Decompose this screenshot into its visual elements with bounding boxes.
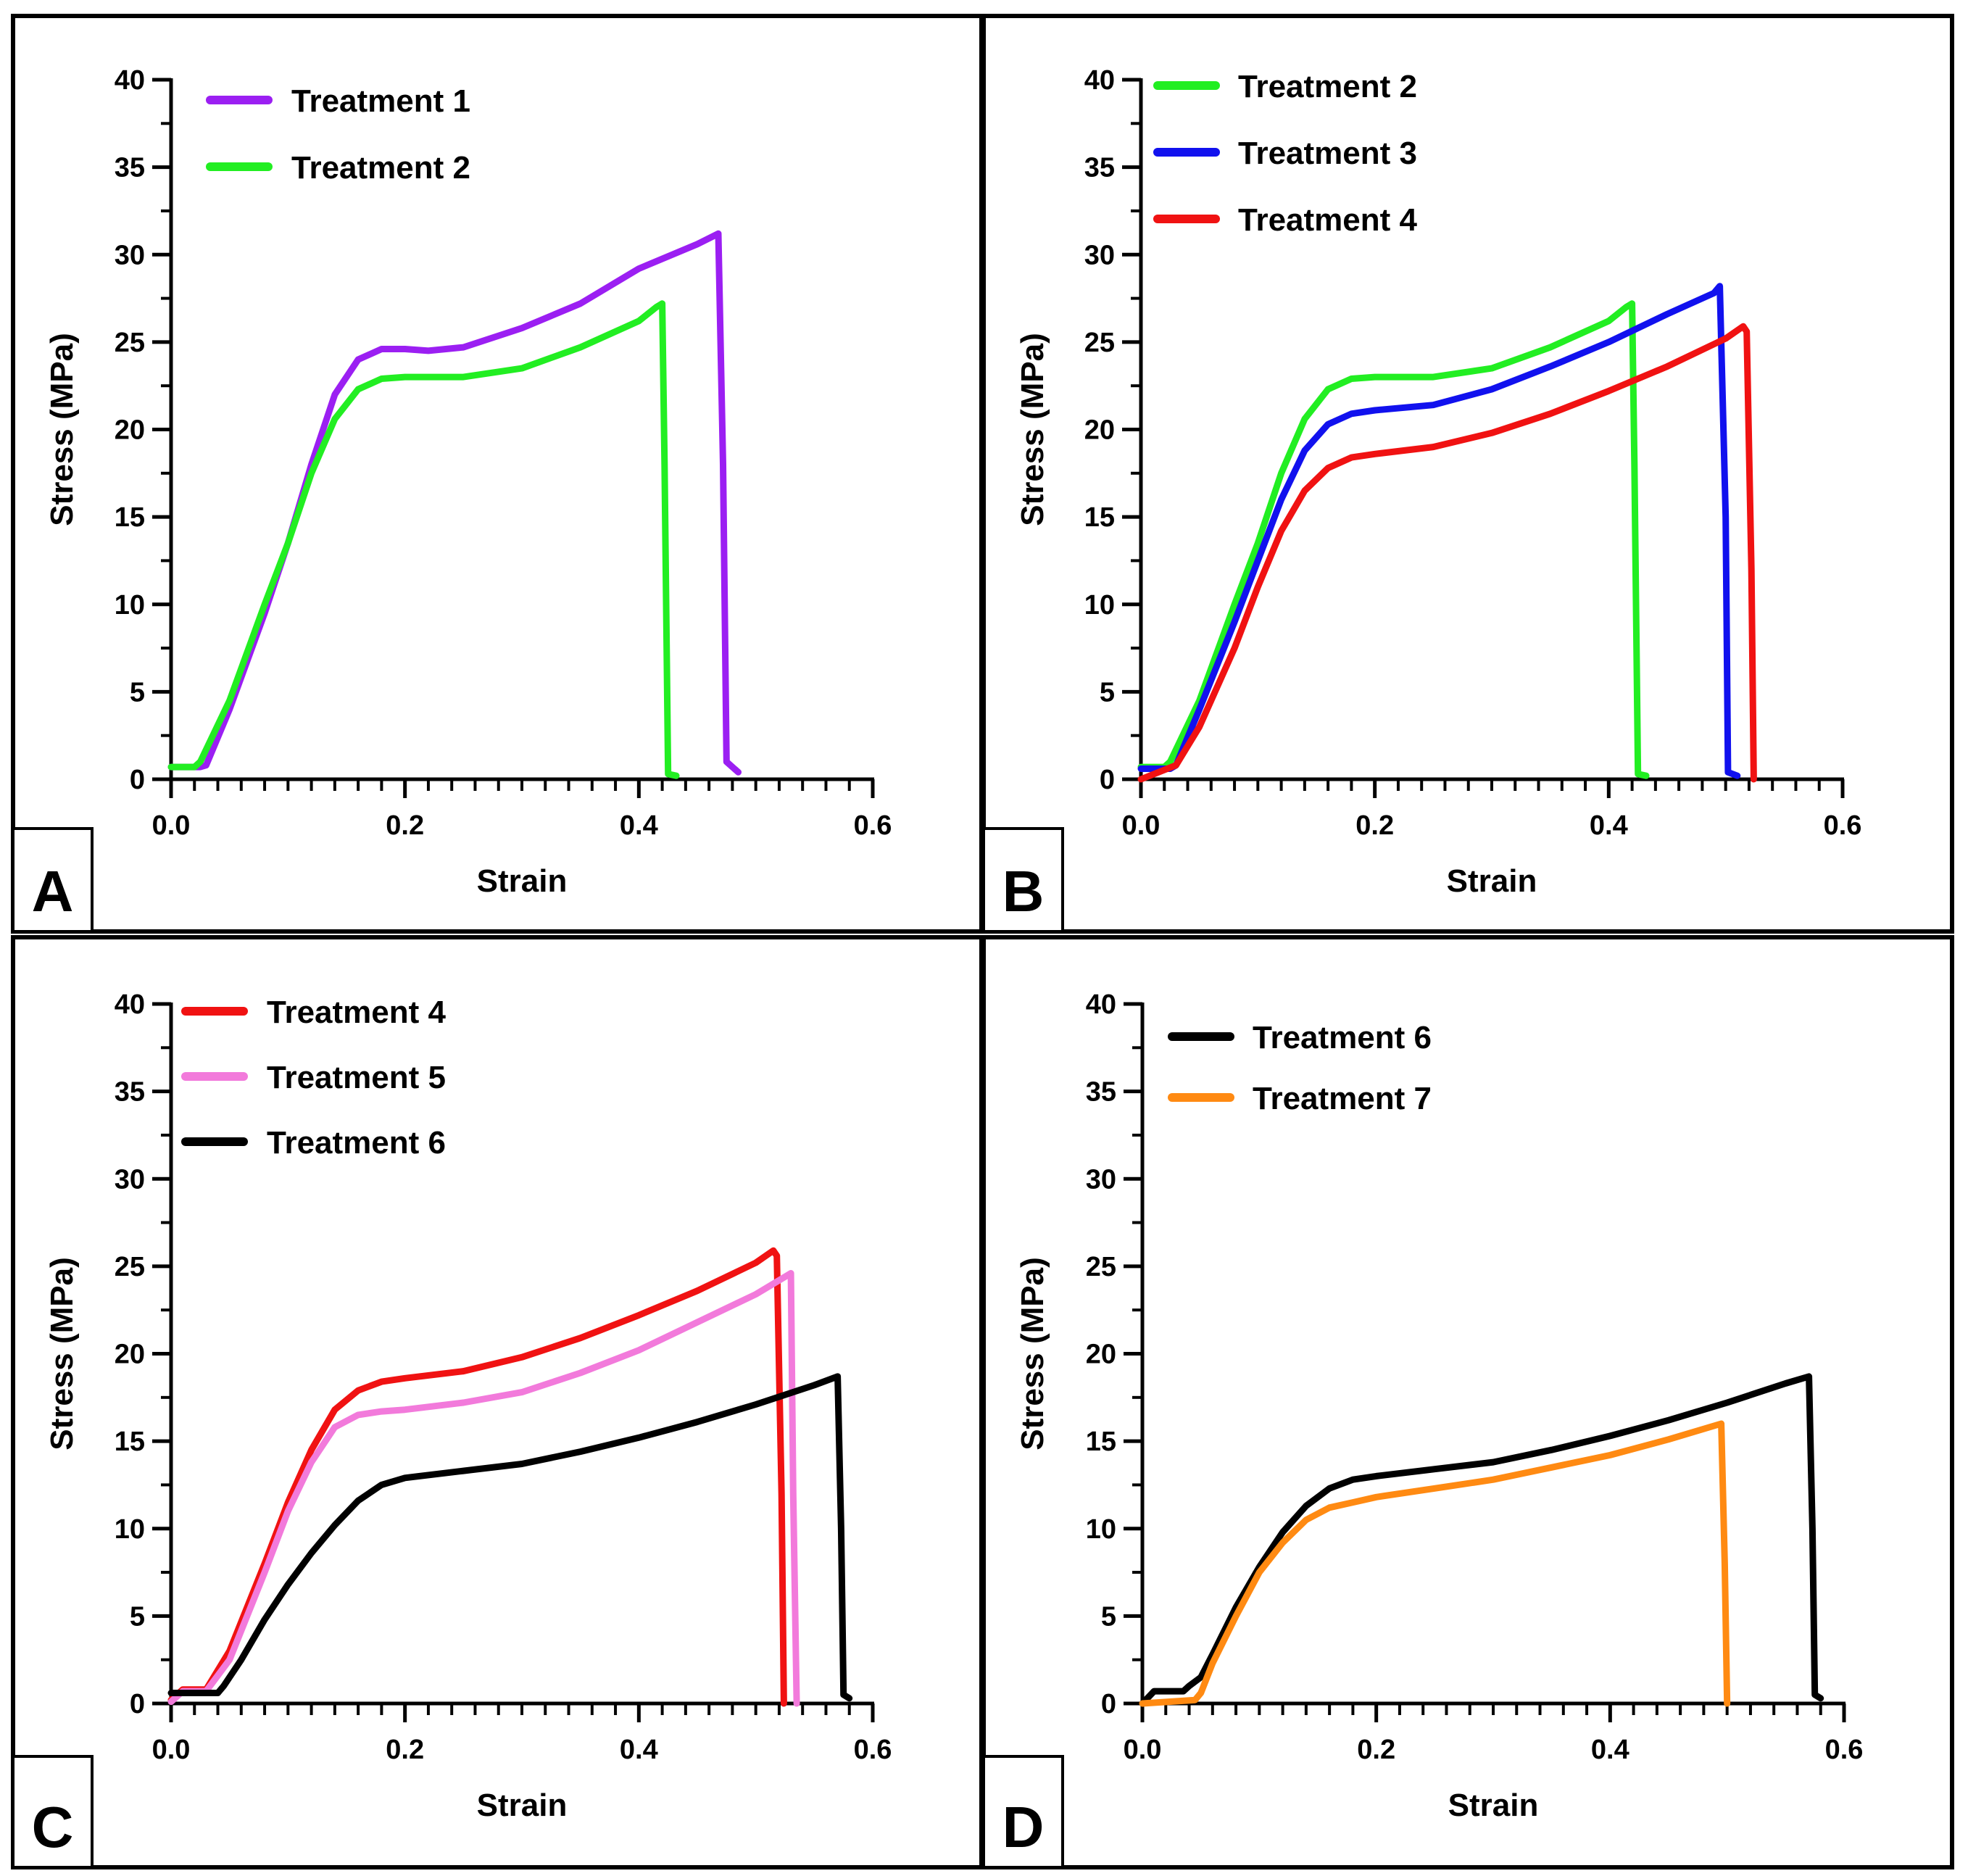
y-tick-label: 30 <box>115 240 145 270</box>
panel-letter-b: B <box>1002 859 1045 924</box>
y-tick-label: 35 <box>115 153 145 183</box>
y-tick-label: 15 <box>1084 502 1115 533</box>
y-tick-label: 5 <box>1101 1601 1116 1632</box>
x-tick-label: 0.0 <box>1122 810 1161 841</box>
x-tick-label: 0.6 <box>854 1735 892 1765</box>
y-tick-label: 0 <box>1101 1689 1116 1719</box>
x-tick-label: 0.2 <box>1357 1735 1395 1765</box>
x-tick-label: 0.6 <box>1824 810 1862 841</box>
x-tick-label: 0.0 <box>1124 1735 1162 1765</box>
y-tick-label: 10 <box>115 1514 145 1545</box>
y-tick-label: 20 <box>1084 415 1115 446</box>
x-axis-title: Strain <box>1447 863 1537 899</box>
x-axis-title: Strain <box>1448 1788 1539 1823</box>
legend-label-treatment-4: Treatment 4 <box>1238 202 1418 238</box>
y-tick-label: 20 <box>115 415 145 446</box>
panel-b-frame <box>981 14 1954 934</box>
y-tick-label: 35 <box>115 1077 145 1108</box>
legend-label-treatment-5: Treatment 5 <box>267 1060 446 1095</box>
panel-b: 0 5 10 15 20 25 30 35 40 0.0 0.2 0.4 0.6 Strain Stress… <box>981 14 1954 934</box>
y-tick-label: 30 <box>1084 240 1115 270</box>
x-tick-label: 0.2 <box>386 810 424 841</box>
legend-label-treatment-3: Treatment 3 <box>1238 136 1417 171</box>
panel-a: 0 5 10 15 20 25 30 35 40 0.0 0.2 0.4 0.6 Strain Stress… <box>11 14 984 934</box>
y-axis-title: Stress (MPa) <box>1015 333 1050 526</box>
series-line-treatment-4 <box>167 1247 787 1707</box>
x-tick-label: 0.0 <box>152 810 191 841</box>
x-tick-label: 0.6 <box>1825 1735 1864 1765</box>
y-tick-label: 30 <box>1086 1164 1116 1195</box>
y-tick-label: 5 <box>130 677 145 707</box>
y-tick-label: 40 <box>115 989 145 1020</box>
y-tick-label: 15 <box>115 502 145 533</box>
y-tick-label: 15 <box>115 1427 145 1457</box>
legend-label-treatment-6: Treatment 6 <box>267 1125 446 1161</box>
series-line-treatment-2 <box>167 300 680 779</box>
legend-label-treatment-6: Treatment 6 <box>1253 1020 1432 1055</box>
series-line-treatment-7 <box>1139 1420 1731 1707</box>
panel-d: 0 5 10 15 20 25 30 35 40 0.0 0.2 0.4 0.6 Strain Stress… <box>981 935 1954 1869</box>
panel-letter-box <box>12 1755 94 1869</box>
y-axis-title: Stress (MPa) <box>1015 1257 1050 1450</box>
x-axis-title: Strain <box>477 1788 568 1823</box>
panel-letter-box <box>982 827 1064 933</box>
x-tick-label: 0.4 <box>1590 810 1628 841</box>
y-tick-label: 35 <box>1086 1077 1116 1108</box>
x-tick-label: 0.2 <box>1355 810 1394 841</box>
y-tick-label: 5 <box>1100 677 1115 707</box>
y-tick-label: 25 <box>1086 1252 1116 1282</box>
y-tick-label: 20 <box>115 1340 145 1370</box>
y-tick-label: 35 <box>1084 153 1115 183</box>
legend-label-treatment-7: Treatment 7 <box>1253 1081 1432 1116</box>
x-tick-label: 0.4 <box>620 810 658 841</box>
panel-letter-d: D <box>1002 1795 1045 1859</box>
y-axis-title: Stress (MPa) <box>44 333 80 526</box>
y-tick-label: 0 <box>130 765 145 795</box>
x-axis-title: Strain <box>477 863 568 899</box>
y-tick-label: 10 <box>1084 590 1115 621</box>
x-tick-label: 0.4 <box>620 1735 658 1765</box>
y-tick-label: 0 <box>130 1689 145 1719</box>
series-line-treatment-6 <box>167 1373 853 1702</box>
x-tick-label: 0.0 <box>152 1735 191 1765</box>
y-tick-label: 30 <box>115 1164 145 1195</box>
x-tick-label: 0.2 <box>386 1735 424 1765</box>
y-tick-label: 20 <box>1086 1340 1116 1370</box>
series-line-treatment-5 <box>167 1270 800 1707</box>
panel-letter-c: C <box>32 1795 74 1859</box>
y-tick-label: 0 <box>1100 765 1115 795</box>
panel-d-frame <box>981 935 1954 1869</box>
x-tick-label: 0.6 <box>854 810 892 841</box>
panel-letter-box <box>12 827 94 933</box>
y-tick-label: 40 <box>115 65 145 96</box>
y-tick-label: 40 <box>1086 989 1116 1020</box>
legend-label-treatment-2: Treatment 2 <box>291 150 470 186</box>
panel-letter-box <box>982 1755 1064 1869</box>
y-tick-label: 40 <box>1084 65 1115 96</box>
y-tick-label: 10 <box>115 590 145 621</box>
series-line-treatment-4 <box>1137 323 1757 783</box>
series-line-treatment-2 <box>1137 300 1650 779</box>
y-tick-label: 15 <box>1086 1427 1116 1457</box>
series-line-treatment-3 <box>1137 283 1741 779</box>
legend-label-treatment-4: Treatment 4 <box>267 995 447 1030</box>
y-tick-label: 25 <box>115 328 145 358</box>
panel-c: 0 5 10 15 20 25 30 35 40 0.0 0.2 0.4 0.6 Strain Stress… <box>11 935 984 1869</box>
legend-label-treatment-2: Treatment 2 <box>1238 69 1417 104</box>
y-tick-label: 10 <box>1086 1514 1116 1545</box>
series-line-treatment-6 <box>1139 1373 1824 1707</box>
y-tick-label: 25 <box>1084 328 1115 358</box>
y-tick-label: 25 <box>115 1252 145 1282</box>
x-tick-label: 0.4 <box>1591 1735 1629 1765</box>
panel-letter-a: A <box>32 859 74 924</box>
legend-label-treatment-1: Treatment 1 <box>291 83 470 119</box>
y-tick-label: 5 <box>130 1601 145 1632</box>
y-axis-title: Stress (MPa) <box>44 1257 80 1450</box>
